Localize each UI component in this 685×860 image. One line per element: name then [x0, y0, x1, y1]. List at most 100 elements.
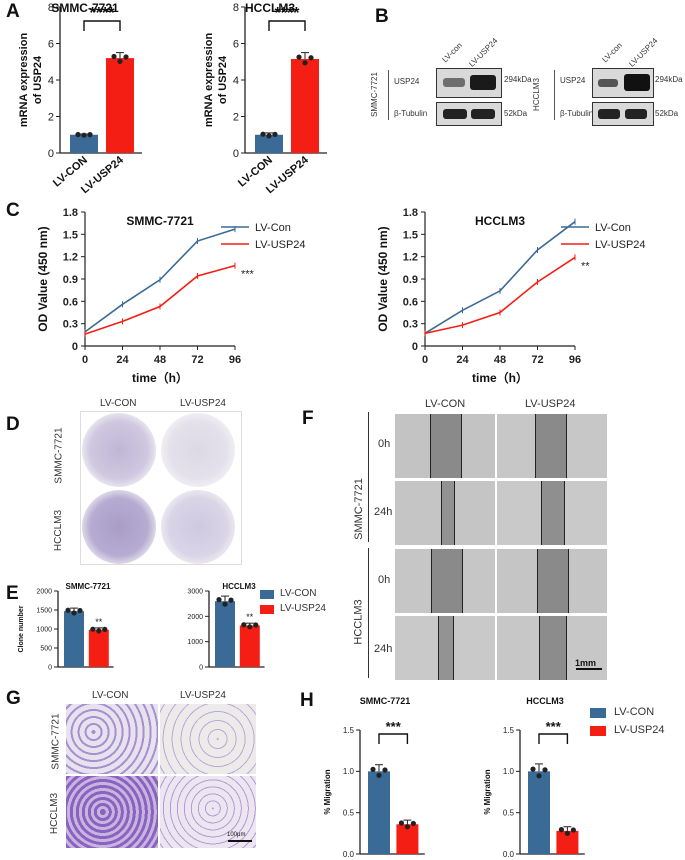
- colony-plate: [161, 413, 235, 487]
- x-tick-label: 0: [82, 354, 88, 366]
- bar: [255, 134, 283, 153]
- x-axis-label: time（h）: [132, 370, 188, 385]
- scale-bar: [228, 840, 252, 842]
- bar: [239, 625, 260, 667]
- panel-letter-h: H: [300, 690, 314, 711]
- y-tick-label: 1.0: [503, 767, 515, 776]
- data-point: [241, 622, 247, 628]
- blot-strip-usp24: [592, 68, 654, 98]
- significance-bracket: [83, 20, 121, 31]
- y-tick-label: 0.9: [63, 274, 78, 286]
- significance-label: ****: [90, 5, 116, 22]
- western-blot-hcclm3: HCCLM3 LV-con LV-USP24 USP24 β-Tubulin 2…: [532, 30, 685, 130]
- y-tick-label: 0.0: [503, 850, 515, 859]
- scratch-cell-label: HCCLM3: [352, 599, 365, 645]
- data-point: [111, 53, 117, 60]
- significance-label: ****: [275, 5, 301, 22]
- data-point: [564, 830, 570, 836]
- colony-col-label: LV-USP24: [180, 398, 226, 409]
- y-tick-label: 0.0: [343, 850, 355, 859]
- scratch-image: [497, 414, 607, 478]
- panel-e-hcclm3-chart: 0 1000 2000 3000 ** HCCLM3: [187, 582, 265, 671]
- y-axis-label: of USP24: [217, 55, 229, 104]
- y-tick-label: 1.5: [63, 229, 78, 241]
- panel-d-colony: LV-CON LV-USP24 SMMC-7721 HCCLM3: [0, 395, 300, 575]
- y-tick-label: 0.3: [403, 319, 418, 331]
- scratch-image: [497, 481, 607, 545]
- transwell-image: [160, 776, 256, 848]
- panel-letter-a: A: [6, 1, 20, 22]
- bar: [528, 771, 550, 854]
- x-tick-label: 24: [456, 354, 469, 366]
- y-tick-label: 2000: [187, 614, 203, 621]
- blot-strip-tubulin: [592, 102, 654, 126]
- time-label: 0h: [378, 438, 391, 450]
- time-label: 24h: [374, 506, 393, 518]
- y-tick-label: 4: [48, 75, 54, 87]
- transwell-col-label: LV-CON: [92, 690, 129, 701]
- y-tick-label: 500: [40, 645, 52, 652]
- bar: [368, 771, 390, 854]
- blot-strip-usp24: [436, 68, 502, 98]
- y-tick-label: 1500: [36, 607, 52, 614]
- legend-label: LV-USP24: [614, 724, 665, 736]
- chart-title: SMMC-7721: [126, 214, 194, 228]
- blot-lane-label: LV-con: [600, 40, 624, 65]
- data-point: [87, 132, 93, 138]
- data-point: [81, 132, 87, 138]
- chart-title: SMMC-7721: [51, 1, 119, 15]
- panel-f-scratch: LV-CON LV-USP24 SMMC-7721 HCCLM3 0h 24h …: [340, 398, 685, 683]
- data-point: [272, 131, 278, 137]
- colony-col-label: LV-CON: [100, 398, 137, 409]
- data-point: [536, 773, 542, 779]
- transwell-image: [160, 704, 256, 774]
- data-point: [302, 60, 308, 66]
- y-axis-label: mRNA expression: [18, 33, 30, 128]
- data-point: [90, 626, 96, 632]
- legend-label: LV-Con: [255, 222, 291, 234]
- y-axis-label: % Migration: [483, 769, 492, 814]
- transwell-image: [66, 704, 158, 774]
- y-tick-label: 1.2: [63, 252, 78, 264]
- x-tick-label: 96: [229, 354, 241, 366]
- western-blot-smmc: SMMC-7721 LV-con LV-USP24 USP24 β-Tubuli…: [370, 30, 535, 130]
- significance-label: ***: [241, 269, 255, 281]
- colony-plate: [82, 490, 156, 564]
- data-point: [398, 820, 404, 826]
- panel-letter-e: E: [6, 583, 19, 604]
- y-axis-label: OD Value (450 nm): [376, 226, 390, 331]
- y-tick-label: 3000: [187, 588, 203, 595]
- chart-title: SMMC-7721: [66, 582, 111, 591]
- y-tick-label: 1.8: [403, 207, 418, 219]
- data-point: [404, 824, 410, 830]
- data-point: [222, 601, 228, 607]
- blot-cell-label: SMMC-7721: [369, 72, 379, 117]
- legend-label: LV-CON: [280, 588, 317, 599]
- panel-h-smmc-chart: 0.0 0.5 1.0 1.5 *** SMMC-7721 % Migration: [323, 696, 425, 859]
- data-point: [382, 767, 388, 773]
- y-tick-label: 0.5: [343, 808, 355, 817]
- data-point: [530, 766, 536, 772]
- blot-lane-label: LV-USP24: [627, 36, 660, 69]
- scale-label: 1mm: [575, 658, 597, 668]
- significance-label: **: [581, 260, 590, 272]
- data-point: [542, 767, 548, 773]
- data-point: [77, 607, 83, 614]
- chart-title: SMMC-7721: [360, 696, 411, 706]
- time-label: 24h: [374, 643, 393, 655]
- panel-g-transwell: LV-CON LV-USP24 SMMC-7721 HCCLM3 100μm: [0, 688, 260, 860]
- bar: [88, 629, 109, 667]
- legend-label: LV-USP24: [595, 239, 646, 251]
- y-tick-label: 1.2: [403, 252, 418, 264]
- x-tick-label: 0: [422, 354, 428, 366]
- panel-letter-b: B: [375, 6, 389, 27]
- colony-plate: [161, 490, 235, 564]
- data-point: [65, 607, 71, 613]
- bar: [70, 134, 98, 153]
- y-tick-label: 0.3: [63, 319, 78, 331]
- colony-row-label: SMMC-7721: [53, 427, 65, 484]
- y-tick-label: 8: [48, 2, 54, 14]
- scratch-image: [395, 481, 495, 545]
